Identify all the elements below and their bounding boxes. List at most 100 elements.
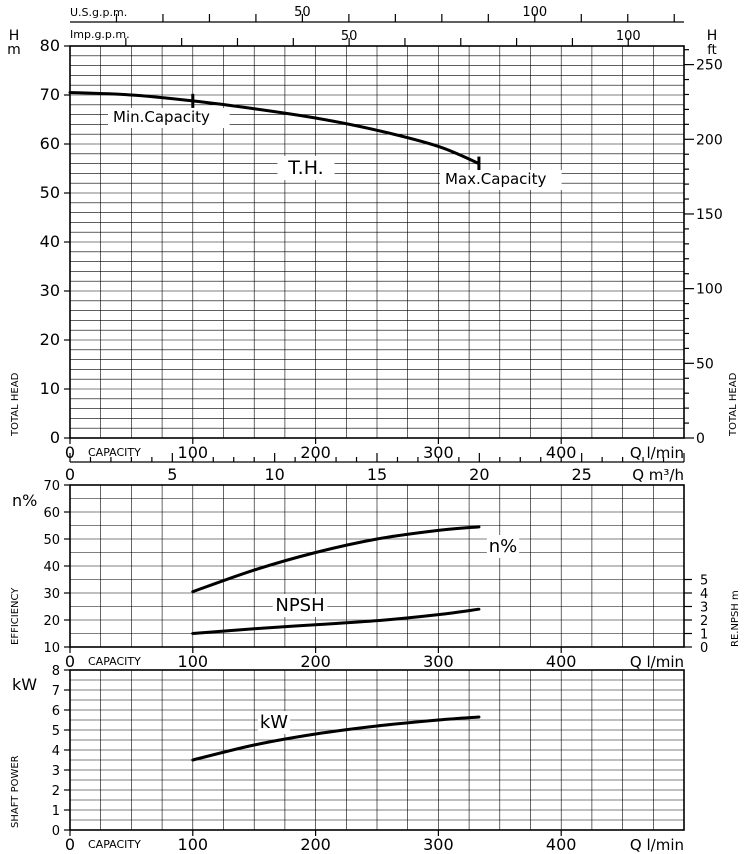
y-tick-label: 10 bbox=[40, 379, 60, 398]
npsh-tick-label: 2 bbox=[700, 614, 708, 629]
x-tick-label: 0 bbox=[65, 835, 75, 854]
x-tick-label: 400 bbox=[546, 835, 577, 854]
x-tick-label: 200 bbox=[300, 835, 331, 854]
x2-tick-label: 25 bbox=[571, 465, 591, 484]
y2-unit-ft: ft bbox=[707, 43, 716, 58]
max-capacity-label-bg bbox=[440, 170, 562, 190]
npsh-curve bbox=[191, 607, 481, 635]
y2-tick-label: 200 bbox=[696, 132, 723, 148]
x-tick-label: 300 bbox=[423, 443, 454, 462]
x-tick-label: 400 bbox=[546, 443, 577, 462]
y-tick-label: 50 bbox=[43, 533, 60, 548]
y-tick-label: 0 bbox=[52, 824, 60, 839]
x-tick-label: 0 bbox=[65, 443, 75, 462]
npsh-tick-label: 4 bbox=[700, 587, 708, 602]
y-tick-label: 80 bbox=[40, 36, 60, 55]
y2-tick-label: 0 bbox=[696, 431, 705, 447]
min-capacity-label: Min.Capacity bbox=[113, 108, 210, 126]
y-tick-label: 2 bbox=[52, 784, 60, 799]
x-tick-label: 200 bbox=[300, 652, 331, 671]
capacity-label: CAPACITY bbox=[88, 655, 141, 668]
npsh-axis-title: RE.NPSH m bbox=[730, 590, 741, 647]
x2-tick-label: 0 bbox=[65, 465, 75, 484]
efficiency-series-label: n% bbox=[489, 536, 518, 557]
y-tick-label: 30 bbox=[40, 281, 60, 300]
kw-series-label-bg bbox=[257, 711, 291, 734]
x-tick-label: 400 bbox=[546, 652, 577, 671]
x-tick-label: 200 bbox=[300, 443, 331, 462]
y-axis-title: SHAFT POWER bbox=[10, 755, 21, 828]
capacity-label: CAPACITY bbox=[88, 838, 141, 851]
max-capacity-label: Max.Capacity bbox=[445, 170, 546, 188]
x-tick-label: 100 bbox=[178, 443, 209, 462]
x2-unit-label: Q m³/h bbox=[632, 466, 684, 484]
y-tick-label: 40 bbox=[40, 232, 60, 251]
x2-tick-label: 20 bbox=[469, 465, 489, 484]
y-tick-label: 50 bbox=[40, 183, 60, 202]
us-gpm-tick-label: 100 bbox=[522, 5, 547, 20]
y-unit-kw: kW bbox=[12, 675, 37, 694]
min-capacity-label-bg bbox=[108, 108, 230, 128]
y-unit-h: H bbox=[9, 28, 20, 44]
y2-unit-h: H bbox=[707, 28, 718, 44]
y-tick-label: 40 bbox=[43, 560, 60, 575]
y-tick-label: 5 bbox=[52, 724, 60, 739]
npsh-tick-label: 3 bbox=[700, 601, 708, 616]
y-tick-label: 6 bbox=[52, 704, 60, 719]
y-unit-efficiency: n% bbox=[12, 491, 37, 510]
x2-tick-label: 15 bbox=[367, 465, 387, 484]
y-tick-label: 20 bbox=[43, 614, 60, 629]
y-tick-label: 8 bbox=[52, 664, 60, 679]
npsh-series-label: NPSH bbox=[275, 595, 324, 616]
y-tick-label: 30 bbox=[43, 587, 60, 602]
imp-gpm-tick-label: 100 bbox=[616, 29, 641, 44]
x2-tick-label: 5 bbox=[167, 465, 177, 484]
y2-tick-label: 100 bbox=[696, 282, 723, 298]
x2-tick-label: 10 bbox=[264, 465, 284, 484]
x-tick-label: 300 bbox=[423, 652, 454, 671]
x-tick-label: 100 bbox=[178, 652, 209, 671]
y-tick-label: 1 bbox=[52, 804, 60, 819]
grid-layer bbox=[70, 46, 684, 830]
efficiency-curve bbox=[191, 525, 481, 594]
y2-axis-title: TOTAL HEAD bbox=[728, 372, 739, 437]
x-tick-label: 0 bbox=[65, 652, 75, 671]
npsh-series-label-bg bbox=[272, 594, 328, 617]
y2-tick-label: 50 bbox=[696, 356, 714, 372]
npsh-tick-label: 5 bbox=[700, 574, 708, 589]
y-tick-label: 7 bbox=[52, 684, 60, 699]
y-axis-title: TOTAL HEAD bbox=[10, 372, 21, 437]
x-unit-label: Q l/min bbox=[630, 836, 684, 854]
y-tick-label: 0 bbox=[50, 428, 60, 447]
x-unit-label: Q l/min bbox=[630, 444, 684, 462]
npsh-tick-label: 1 bbox=[700, 628, 708, 643]
us-gpm-label: U.S.g.p.m. bbox=[70, 6, 127, 19]
y-tick-label: 3 bbox=[52, 764, 60, 779]
y-tick-label: 20 bbox=[40, 330, 60, 349]
imp-gpm-tick-label: 50 bbox=[341, 29, 358, 44]
curves-layer bbox=[68, 91, 481, 762]
th-label: T.H. bbox=[287, 157, 323, 179]
efficiency-series-label-bg bbox=[486, 535, 520, 558]
y2-tick-label: 250 bbox=[696, 58, 723, 74]
y-unit-m: m bbox=[7, 42, 21, 58]
y2-tick-label: 150 bbox=[696, 207, 723, 223]
y-tick-label: 4 bbox=[52, 744, 60, 759]
x-tick-label: 100 bbox=[178, 835, 209, 854]
total-head-curve bbox=[68, 91, 481, 166]
y-tick-label: 70 bbox=[43, 479, 60, 494]
shaft-power-curve bbox=[191, 715, 481, 762]
x-unit-label: Q l/min bbox=[630, 653, 684, 671]
us-gpm-tick-label: 50 bbox=[294, 5, 311, 20]
y-tick-label: 10 bbox=[43, 641, 60, 656]
frame-layer bbox=[64, 14, 694, 836]
x-tick-label: 300 bbox=[423, 835, 454, 854]
y-tick-label: 60 bbox=[40, 134, 60, 153]
y-axis-title: EFFICIENCY bbox=[10, 587, 21, 645]
capacity-label: CAPACITY bbox=[88, 446, 141, 459]
y-tick-label: 70 bbox=[40, 85, 60, 104]
y-tick-label: 60 bbox=[43, 506, 60, 521]
imp-gpm-label: Imp.g.p.m. bbox=[70, 28, 130, 41]
